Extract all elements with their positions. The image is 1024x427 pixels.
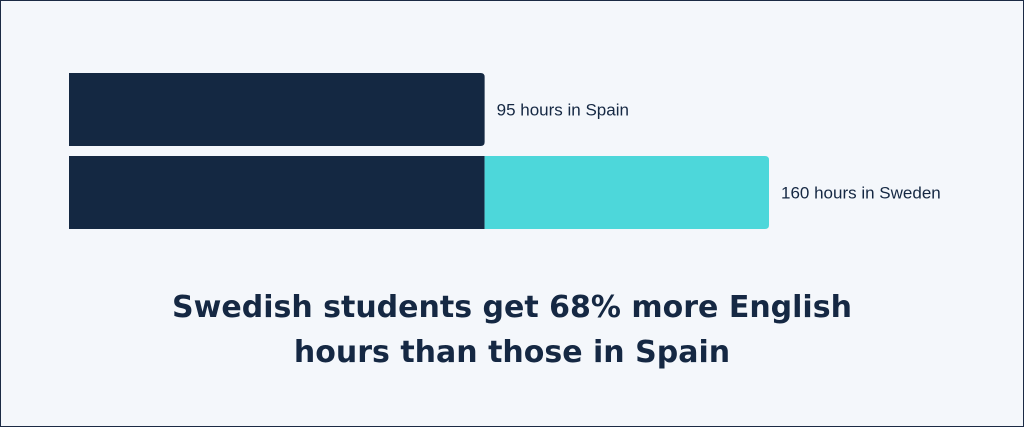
caption-line-2: hours than those in Spain	[293, 335, 731, 370]
bar-sweden-base-segment	[69, 156, 485, 229]
chart-caption: Swedish students get 68% more English ho…	[0, 285, 1024, 375]
bar-spain	[69, 73, 485, 146]
caption-line-1: Swedish students get 68% more English	[172, 290, 852, 325]
bar-sweden-extra-segment	[484, 156, 769, 229]
bar-label-sweden: 160 hours in Sweden	[781, 184, 941, 203]
bar-chart: 95 hours in Spain 160 hours in Sweden	[69, 73, 941, 229]
bar-label-spain: 95 hours in Spain	[497, 101, 629, 120]
